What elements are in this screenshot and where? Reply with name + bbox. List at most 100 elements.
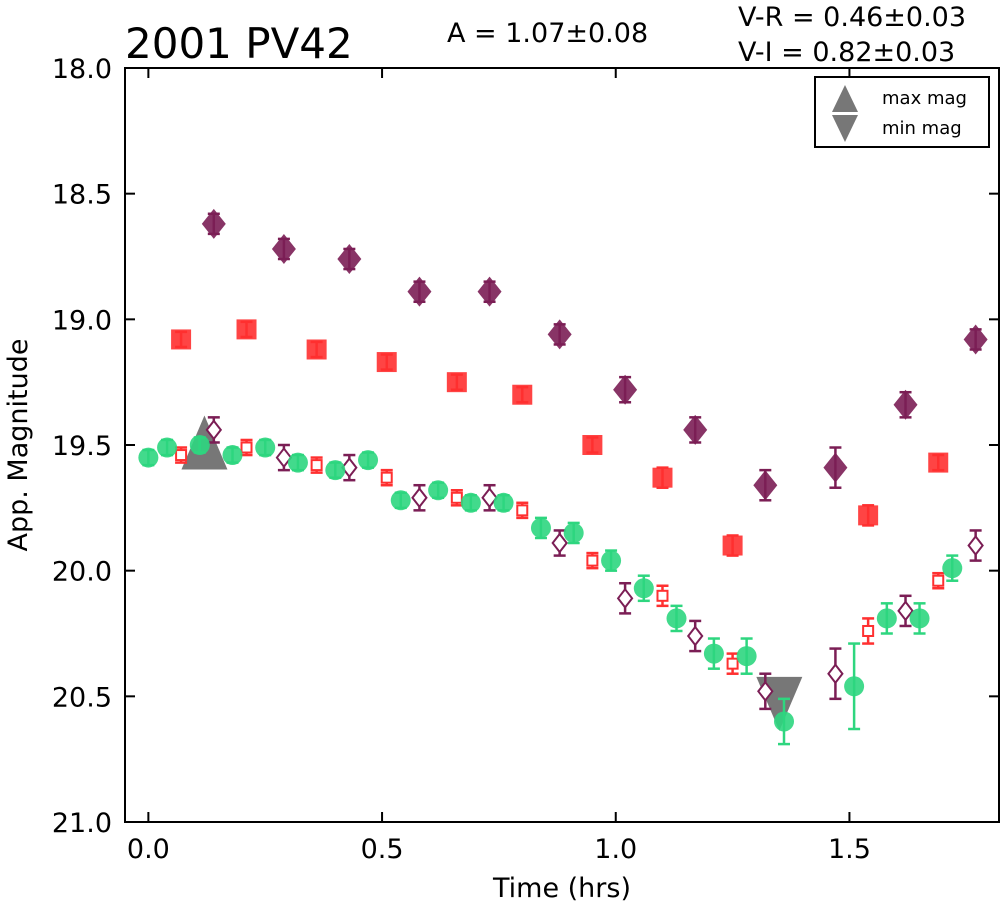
series-0-point-11 (963, 324, 988, 355)
series-2-point-5 (516, 504, 529, 517)
x-tick-label-3: 1.5 (828, 834, 871, 865)
series-3-point-10 (897, 600, 914, 622)
x-tick-label-1: 0.5 (361, 834, 404, 865)
legend: max mag min mag (814, 76, 990, 148)
series-0-point-8 (753, 470, 778, 501)
series-2-point-10 (932, 574, 945, 587)
series-1 (171, 319, 949, 557)
series-4-point-11 (493, 492, 514, 513)
series-1-point-1 (236, 319, 257, 340)
series-4-point-6 (325, 460, 346, 481)
series-4-point-4 (255, 437, 276, 458)
series-0-point-0 (201, 208, 226, 239)
series-4-point-7 (358, 450, 379, 471)
series-3-point-3 (411, 487, 428, 509)
series-4-point-23 (942, 558, 963, 579)
series-4-point-14 (601, 550, 622, 571)
series-0-point-7 (683, 414, 708, 445)
y-tick-label-2: 19.0 (52, 305, 112, 336)
series-4-point-2 (189, 435, 210, 455)
x-tick-label-2: 1.0 (594, 834, 637, 865)
series-4-point-16 (666, 608, 687, 629)
series-4-point-1 (157, 437, 178, 458)
axis-ticks: 0.0 0.5 1.0 1.5 18.0 18.5 19.0 19.5 20.0 20.5 21.0 (52, 54, 999, 865)
series-3-point-0 (205, 419, 223, 441)
y-tick-label-3: 19.5 (52, 431, 112, 462)
series-1-point-3 (376, 352, 397, 373)
y-tick-label-0: 18.0 (52, 54, 112, 85)
legend-max-marker (832, 85, 858, 112)
series-2-point-6 (586, 554, 599, 567)
legend-min-marker (832, 115, 858, 142)
color-vr-annotation: V-R = 0.46±0.03 (738, 2, 966, 33)
y-tick-label-5: 20.5 (52, 682, 112, 713)
series-2-point-9 (862, 624, 875, 637)
x-tick-label-0: 0.0 (127, 834, 170, 865)
series-3-point-5 (551, 532, 568, 554)
series-4-point-19 (774, 711, 795, 732)
series-2-point-8 (726, 657, 739, 670)
series-2-point-4 (450, 491, 463, 504)
legend-max-label: max mag (882, 88, 967, 109)
series-4-point-3 (222, 445, 243, 466)
series-1-point-0 (171, 329, 192, 350)
series-3-point-8 (757, 680, 774, 702)
series-1-point-4 (446, 372, 467, 393)
series-4-point-21 (876, 608, 897, 629)
series-2-point-1 (240, 441, 253, 454)
legend-min-label: min mag (882, 118, 962, 139)
amplitude-annotation: A = 1.07±0.08 (447, 18, 648, 49)
series-0 (201, 208, 988, 502)
series-4-point-12 (530, 517, 551, 538)
series-0-point-6 (613, 374, 638, 405)
series-0-point-3 (407, 276, 432, 307)
series-1-point-10 (928, 452, 949, 473)
series-1-point-5 (512, 384, 533, 405)
y-tick-label-1: 18.5 (52, 180, 112, 211)
series-1-point-2 (306, 339, 327, 360)
series-3-point-4 (481, 487, 498, 509)
series-0-point-10 (893, 389, 918, 420)
x-axis-label: Time (hrs) (492, 873, 631, 904)
series-4-point-9 (428, 480, 449, 501)
series-4-point-20 (844, 676, 865, 697)
series-1-point-7 (652, 467, 673, 488)
series-3 (205, 416, 984, 711)
series-3-point-2 (341, 456, 358, 479)
series-1-point-9 (858, 505, 879, 526)
series-0-point-4 (477, 276, 502, 307)
series-3-point-9 (827, 663, 844, 685)
series-4-point-5 (287, 452, 308, 473)
y-axis-label: App. Magnitude (3, 339, 34, 552)
series-3-point-7 (686, 625, 704, 647)
series-2 (175, 438, 945, 675)
series-3-point-11 (967, 534, 984, 557)
series-4-point-22 (909, 608, 930, 629)
series-4-point-18 (736, 646, 757, 667)
series-0-point-9 (823, 452, 848, 483)
series-3-point-6 (616, 587, 634, 609)
series-3-point-1 (275, 446, 293, 469)
series-4-point-13 (563, 522, 584, 543)
series-0-point-1 (271, 233, 296, 264)
series-2-point-3 (380, 471, 393, 484)
plot-marks (138, 208, 988, 746)
series-4 (138, 435, 963, 746)
series-4-point-17 (703, 643, 724, 664)
chart-title: 2001 PV42 (125, 19, 353, 68)
series-1-point-6 (582, 435, 603, 455)
color-vi-annotation: V-I = 0.82±0.03 (738, 37, 955, 68)
series-0-point-5 (547, 319, 572, 350)
series-2-point-0 (175, 449, 188, 462)
series-4-point-10 (460, 492, 481, 513)
series-2-point-7 (656, 589, 669, 602)
series-4-point-0 (138, 447, 159, 468)
series-1-point-8 (722, 535, 743, 556)
series-0-point-2 (337, 244, 362, 275)
y-tick-label-4: 20.0 (52, 557, 112, 588)
series-2-point-2 (310, 459, 323, 472)
y-tick-label-6: 21.0 (52, 808, 112, 839)
series-4-point-15 (633, 578, 654, 599)
series-4-point-8 (390, 490, 411, 511)
